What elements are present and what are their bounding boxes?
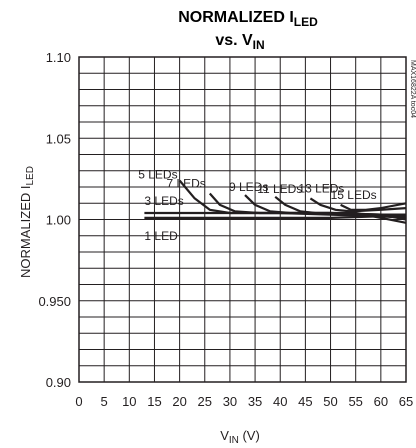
series-label: 1 LED bbox=[144, 229, 178, 243]
series-label: 11 LEDs bbox=[257, 182, 302, 196]
x-tick-label: 65 bbox=[399, 394, 413, 409]
x-tick-labels: 0 5 10 15 20 25 30 35 40 45 50 55 60 65 bbox=[75, 394, 413, 409]
x-tick-label: 15 bbox=[147, 394, 161, 409]
series-label: 9 LEDs bbox=[229, 180, 268, 194]
series-label: 13 LEDs bbox=[298, 181, 344, 195]
series-line bbox=[274, 195, 407, 224]
y-tick-label: 0.950 bbox=[38, 294, 71, 309]
y-axis-label-main: NORMALIZED I bbox=[18, 185, 33, 277]
y-tick-label: 1.00 bbox=[46, 213, 71, 228]
x-tick-label: 45 bbox=[298, 394, 312, 409]
y-axis-label: NORMALIZED ILED bbox=[18, 166, 36, 278]
x-tick-label: 60 bbox=[374, 394, 388, 409]
series-line bbox=[309, 197, 407, 213]
series-lines bbox=[144, 179, 407, 224]
series-label: 5 LEDs bbox=[138, 168, 177, 182]
series-line bbox=[244, 194, 407, 221]
x-tick-label: 30 bbox=[223, 394, 237, 409]
x-tick-label: 25 bbox=[198, 394, 212, 409]
x-axis-label: VIN (V) bbox=[220, 428, 260, 446]
x-tick-label: 40 bbox=[273, 394, 287, 409]
chart-title-line-1: NORMALIZED ILED bbox=[178, 9, 318, 29]
y-axis-label-subscript: LED bbox=[25, 166, 36, 185]
y-tick-label: 0.90 bbox=[46, 375, 71, 390]
x-axis-label-subscript: IN bbox=[229, 435, 239, 446]
x-tick-label: 20 bbox=[172, 394, 186, 409]
y-tick-label: 1.05 bbox=[46, 131, 71, 146]
chart-title-subscript: LED bbox=[294, 15, 318, 29]
chart-title-main: NORMALIZED I bbox=[178, 9, 294, 26]
x-axis-label-unit: (V) bbox=[239, 428, 260, 443]
x-tick-label: 10 bbox=[122, 394, 136, 409]
x-tick-label: 50 bbox=[323, 394, 337, 409]
series-line bbox=[340, 202, 407, 211]
chart-identifier: MAX16822A toc04 bbox=[409, 60, 416, 118]
x-tick-label: 35 bbox=[248, 394, 262, 409]
x-tick-label: 0 bbox=[75, 394, 82, 409]
series-label: 3 LEDs bbox=[144, 194, 183, 208]
chart-title-line-2: vs. VIN bbox=[215, 32, 264, 52]
grid bbox=[78, 56, 407, 383]
x-tick-label: 55 bbox=[348, 394, 362, 409]
series-label: 7 LEDs bbox=[166, 177, 205, 191]
chart-title-vs: vs. V bbox=[215, 32, 253, 49]
y-tick-label: 1.10 bbox=[46, 50, 71, 65]
chart-title-vs-subscript: IN bbox=[253, 38, 265, 52]
series-label: 15 LEDs bbox=[331, 188, 377, 202]
y-tick-labels: 0.90 0.950 1.00 1.05 1.10 bbox=[38, 50, 71, 390]
x-tick-label: 5 bbox=[101, 394, 108, 409]
x-axis-label-main: V bbox=[220, 428, 229, 443]
